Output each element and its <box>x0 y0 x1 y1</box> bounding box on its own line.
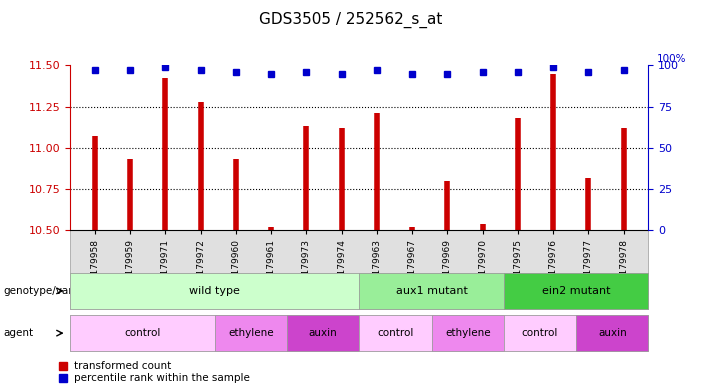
Text: GDS3505 / 252562_s_at: GDS3505 / 252562_s_at <box>259 12 442 28</box>
Text: percentile rank within the sample: percentile rank within the sample <box>74 373 250 383</box>
Text: wild type: wild type <box>189 286 240 296</box>
Text: aux1 mutant: aux1 mutant <box>395 286 468 296</box>
Text: control: control <box>377 328 414 338</box>
Text: genotype/variation: genotype/variation <box>4 286 102 296</box>
Text: control: control <box>522 328 558 338</box>
Text: transformed count: transformed count <box>74 361 171 371</box>
Text: auxin: auxin <box>598 328 627 338</box>
Text: ethylene: ethylene <box>445 328 491 338</box>
Text: ein2 mutant: ein2 mutant <box>542 286 611 296</box>
Text: auxin: auxin <box>308 328 337 338</box>
Text: 100%: 100% <box>657 54 686 64</box>
Text: agent: agent <box>4 328 34 338</box>
Text: control: control <box>124 328 161 338</box>
Text: ethylene: ethylene <box>228 328 273 338</box>
